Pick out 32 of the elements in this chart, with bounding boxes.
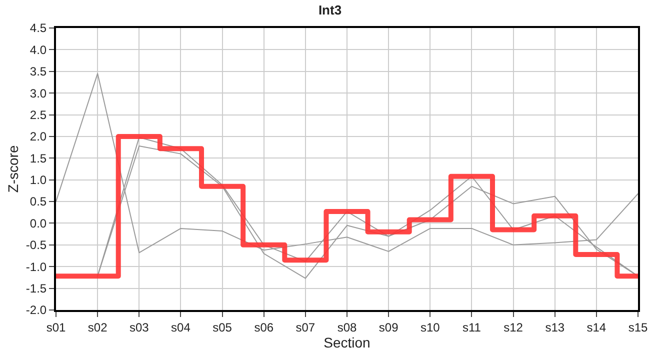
x-tick-label: s03 xyxy=(129,320,150,334)
x-tick-label: s05 xyxy=(212,320,232,334)
y-tick-label: 3.5 xyxy=(30,64,47,79)
y-tick-label: -2.0 xyxy=(26,303,47,318)
x-tick-label: s10 xyxy=(420,320,440,334)
x-tick-label: s06 xyxy=(254,320,274,334)
x-tick-label: s13 xyxy=(545,320,565,334)
y-tick-label: -1.0 xyxy=(26,260,47,274)
y-tick-label: 1.5 xyxy=(30,151,47,166)
chart-title: Int3 xyxy=(318,2,342,18)
y-tick-label: 2.5 xyxy=(30,108,47,122)
y-axis-title: Z-score xyxy=(5,145,22,193)
y-tick-label: 2.0 xyxy=(30,130,47,144)
y-tick-label: 0.0 xyxy=(30,216,47,230)
x-tick-label: s01 xyxy=(46,320,66,334)
y-tick-label: 1.0 xyxy=(30,173,47,188)
x-tick-label: s09 xyxy=(378,320,399,334)
y-tick-label: -1.5 xyxy=(26,282,47,296)
y-tick-label: 0.5 xyxy=(30,194,47,209)
x-tick-label: s08 xyxy=(337,320,357,334)
x-tick-label: s12 xyxy=(504,320,524,334)
x-tick-label: s07 xyxy=(296,320,316,334)
y-tick-label: 4.5 xyxy=(30,21,47,36)
y-tick-label: 3.0 xyxy=(30,86,47,100)
x-tick-label: s14 xyxy=(586,320,606,334)
x-axis-title: Section xyxy=(324,334,370,350)
x-tick-label: s15 xyxy=(628,320,648,334)
x-tick-label: s11 xyxy=(462,320,482,334)
y-tick-label: 4.0 xyxy=(30,42,47,57)
y-tick-label: -0.5 xyxy=(26,238,47,252)
x-tick-label: s04 xyxy=(171,320,191,334)
x-tick-label: s02 xyxy=(88,320,108,334)
